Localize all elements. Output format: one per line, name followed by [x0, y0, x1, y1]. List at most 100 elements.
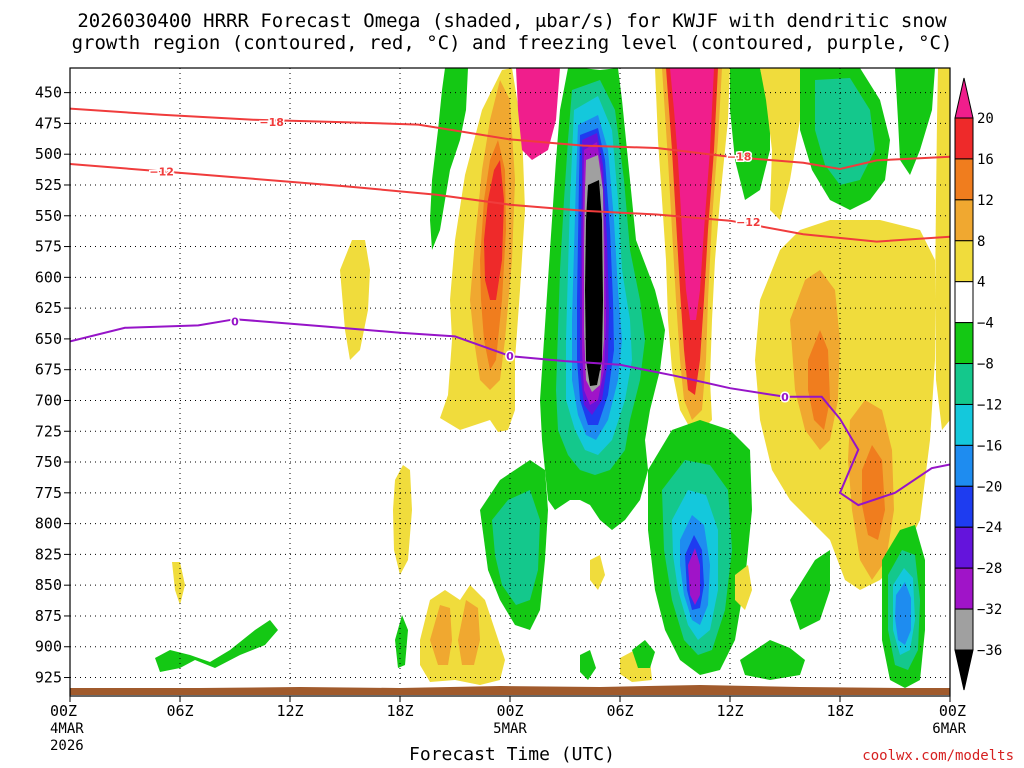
- omega-fill-top-yellow-right: [760, 68, 800, 220]
- omega-fill-lowmid-teal: [492, 490, 540, 605]
- omega-fill-bottom-orange-2: [458, 600, 480, 665]
- y-tick-label-650: 650: [35, 330, 62, 348]
- contour-label-dgz-minus18-1: −18: [727, 151, 752, 164]
- omega-fill-bottom-yellow-3: [590, 555, 605, 590]
- omega-fill-topright-teal: [815, 78, 875, 185]
- colorbar-cap-bottom: [954, 649, 974, 691]
- omega-fill-bottom-orange-1: [430, 605, 452, 665]
- x-date-label-0-1: 2026: [50, 738, 84, 754]
- y-tick-label-775: 775: [35, 484, 62, 502]
- colorbar-label-13: −36: [977, 643, 1002, 659]
- y-tick-label-725: 725: [35, 422, 62, 440]
- colorbar-label-12: −32: [977, 602, 1002, 618]
- contour-labels: −18 −18 −12 −12 0 0 0: [148, 115, 791, 406]
- y-tick-label-700: 700: [35, 391, 62, 409]
- colorbar-label-4: 4: [977, 275, 985, 291]
- y-tick-label-800: 800: [35, 515, 62, 533]
- omega-fill-ascent-black: [585, 180, 603, 386]
- colorbar-label-2: 12: [977, 193, 994, 209]
- chart-title-line-1: 2026030400 HRRR Forecast Omega (shaded, …: [77, 10, 947, 32]
- y-axis: 450 475 500 525 550 575 600 625 650 675 700 725 750 7…: [35, 84, 70, 687]
- omega-fill-top-green-mid: [730, 68, 770, 200]
- y-tick-label-925: 925: [35, 669, 62, 687]
- omega-fill-topright-green2: [895, 68, 935, 175]
- omega-fill-top-pink1: [516, 68, 560, 160]
- colorbar-bin-1: [954, 117, 974, 160]
- colorbar-bin-7: [954, 363, 974, 405]
- x-tick-label-5: 06Z: [606, 702, 633, 720]
- x-tick-label-4: 00Z: [496, 702, 523, 720]
- x-axis-title: Forecast Time (UTC): [409, 744, 615, 765]
- colorbar: 20 16 12 8 4 −4 −8 −12 −16 −20 −24 −28 −32 −36: [954, 77, 1002, 691]
- colorbar-cap-top: [954, 77, 974, 119]
- omega-fill-green-small-2: [580, 650, 596, 680]
- terrain-ground: [70, 685, 950, 695]
- y-tick-label-575: 575: [35, 238, 62, 256]
- x-date-label-8-0: 6MAR: [932, 721, 966, 737]
- x-tick-label-1: 06Z: [166, 702, 193, 720]
- colorbar-label-6: −8: [977, 357, 994, 373]
- y-tick-label-450: 450: [35, 84, 62, 102]
- colorbar-bin-8: [954, 403, 974, 446]
- colorbar-bin-13: [954, 608, 974, 651]
- y-tick-label-600: 600: [35, 268, 62, 286]
- omega-fill-lowfar-blue: [895, 582, 911, 645]
- colorbar-bin-11: [954, 526, 974, 569]
- x-tick-label-6: 12Z: [716, 702, 743, 720]
- colorbar-label-0: 20: [977, 111, 994, 127]
- colorbar-label-8: −16: [977, 438, 1002, 454]
- y-tick-label-850: 850: [35, 576, 62, 594]
- y-tick-label-525: 525: [35, 176, 62, 194]
- colorbar-bin-5: [954, 281, 974, 324]
- colorbar-bin-6: [954, 322, 974, 365]
- omega-fill-bottomright-green: [740, 640, 805, 680]
- omega-fill-bottom-yellow-4: [735, 565, 752, 610]
- omega-fill-column2-pink: [670, 68, 714, 320]
- chart-title-line-2: growth region (contoured, red, °C) and f…: [71, 32, 953, 54]
- y-tick-label-675: 675: [35, 361, 62, 379]
- y-tick-label-550: 550: [35, 207, 62, 225]
- contour-freezing-level: [70, 318, 950, 507]
- x-tick-label-8: 00Z: [939, 702, 966, 720]
- omega-fill-small-yellow-3: [172, 562, 185, 605]
- y-tick-label-500: 500: [35, 145, 62, 163]
- colorbar-label-11: −28: [977, 561, 1002, 577]
- colorbar-bin-9: [954, 444, 974, 487]
- contour-label-freezing-level-1: 0: [506, 350, 514, 363]
- x-date-label-4-0: 5MAR: [493, 721, 527, 737]
- credit-text: coolwx.com/modelts: [862, 748, 1014, 764]
- omega-fill-edge-yellow: [935, 68, 950, 430]
- contour-label-freezing-level-0: 0: [231, 316, 239, 329]
- x-tick-label-3: 18Z: [386, 702, 413, 720]
- omega-fill-topleft-green: [430, 68, 468, 250]
- colorbar-bin-2: [954, 158, 974, 201]
- y-tick-label-900: 900: [35, 638, 62, 656]
- contour-lines: [70, 107, 950, 507]
- colorbar-bin-4: [954, 240, 974, 283]
- contour-dgz-minus18: [70, 107, 950, 171]
- omega-fill-column1-red: [484, 160, 504, 300]
- colorbar-label-10: −24: [977, 520, 1002, 536]
- omega-fill-lowright-purple: [688, 548, 700, 605]
- y-tick-label-475: 475: [35, 114, 62, 132]
- omega-fill-small-yellow-2: [393, 465, 412, 575]
- colorbar-label-7: −12: [977, 397, 1002, 413]
- x-tick-label-2: 12Z: [276, 702, 303, 720]
- omega-fill-green-small-1: [395, 615, 408, 668]
- contour-label-freezing-level-2: 0: [781, 391, 789, 404]
- colorbar-bin-3: [954, 199, 974, 242]
- omega-fill-right-darkorange-a: [808, 330, 830, 430]
- y-tick-label-875: 875: [35, 607, 62, 625]
- colorbar-label-1: 16: [977, 152, 994, 168]
- omega-fill-green-small-3: [632, 640, 655, 668]
- x-tick-label-7: 18Z: [826, 702, 853, 720]
- x-date-label-0-0: 4MAR: [50, 721, 84, 737]
- omega-fill-right-darkorange-b: [862, 445, 885, 540]
- omega-fill-lowright2-green: [790, 550, 830, 630]
- contour-label-dgz-minus12-1: −12: [736, 216, 761, 229]
- colorbar-bin-12: [954, 567, 974, 610]
- contour-dgz-minus12: [70, 163, 950, 243]
- colorbar-label-9: −20: [977, 479, 1002, 495]
